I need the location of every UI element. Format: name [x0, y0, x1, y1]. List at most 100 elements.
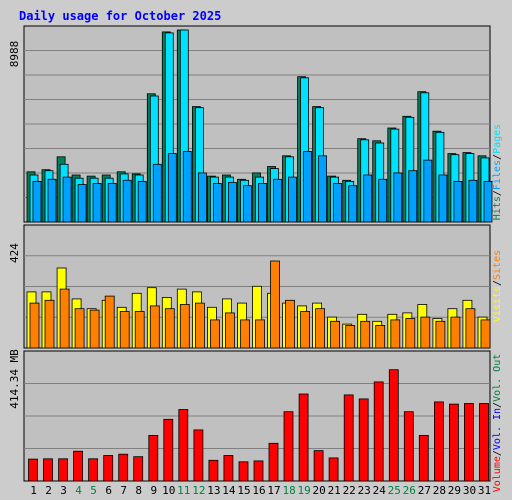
bar-pages [227, 182, 237, 223]
x-tick-label: 3 [60, 484, 67, 497]
bar-volume [148, 434, 159, 482]
bar-sites [74, 308, 85, 349]
bar-sites [405, 318, 416, 349]
bar-pages [167, 153, 177, 223]
bar-pages [258, 183, 267, 223]
bar-pages [152, 163, 162, 223]
bar-volume [178, 409, 189, 482]
bar-sites [345, 325, 356, 349]
bar-volume [268, 442, 279, 482]
bar-volume [358, 398, 369, 482]
bar-sites [285, 299, 295, 349]
bar-volume [253, 460, 264, 482]
bar-volume [208, 459, 219, 482]
legend-entry: Pages [492, 124, 503, 154]
bar-volume [88, 458, 98, 482]
bar-pages [32, 180, 42, 223]
x-tick-label: 1 [30, 484, 37, 497]
bar-sites [209, 319, 220, 349]
bar-pages [273, 178, 282, 223]
x-axis-day-labels: 1 2 3 4 5 6 7 8 9 10 11 12 13 14 15 16 17 18 19 20 21 22 23 24 2… [30, 484, 491, 497]
bar-pages [47, 178, 57, 223]
x-tick-label: 12 [192, 484, 205, 497]
x-tick-label: 14 [222, 484, 236, 497]
bar-sites [179, 304, 190, 349]
y-max-label: 8988 [8, 41, 21, 68]
chart-title: Daily usage for October 2025 [19, 9, 221, 23]
bar-volume [103, 455, 114, 482]
bar-pages [243, 185, 252, 223]
bar-sites [375, 325, 386, 349]
legend-separator: / [492, 154, 503, 160]
bar-sites [29, 302, 40, 349]
legend-separator: / [492, 450, 503, 456]
bar-volume [479, 403, 489, 482]
legend-separator: / [492, 280, 503, 286]
bar-sites [119, 311, 130, 349]
x-tick-label: 17 [267, 484, 280, 497]
bar-volume [58, 458, 68, 482]
bar-sites [450, 316, 461, 349]
bar-pages [333, 183, 343, 223]
legend-entry: Files [492, 160, 503, 190]
bar-pages [408, 170, 418, 223]
bar-volume [328, 457, 339, 482]
bar-sites [134, 311, 145, 349]
bar-sites [330, 320, 341, 349]
bar-pages [288, 176, 297, 223]
x-tick-label: 8 [135, 484, 142, 497]
x-tick-label: 6 [105, 484, 112, 497]
bar-sites [194, 302, 205, 349]
bar-pages [212, 183, 222, 223]
x-tick-label: 24 [373, 484, 387, 497]
bar-sites [435, 320, 446, 349]
bar-sites [240, 319, 250, 349]
bar-volume [373, 381, 384, 482]
bar-volume [313, 450, 324, 482]
bar-volume [238, 461, 249, 482]
x-tick-label: 7 [120, 484, 127, 497]
bar-volume [133, 456, 144, 482]
x-tick-label: 26 [403, 484, 416, 497]
bar-sites [300, 311, 311, 349]
x-tick-label: 2 [45, 484, 52, 497]
x-tick-label: 18 [282, 484, 295, 497]
y-max-label: 424 [8, 243, 21, 263]
bar-volume [388, 369, 399, 482]
legend-entry: Volume [492, 456, 503, 492]
bar-sites [465, 308, 476, 349]
x-tick-label: 16 [252, 484, 265, 497]
x-tick-label: 29 [448, 484, 461, 497]
bar-volume [193, 429, 204, 482]
y-max-label: 414.34 MB [8, 349, 21, 409]
x-tick-label: 21 [328, 484, 341, 497]
x-tick-label: 31 [478, 484, 491, 497]
legend-entry: Vol. Out [492, 354, 503, 402]
bar-sites [89, 309, 100, 349]
bar-pages [318, 155, 328, 223]
legend: Hits/Files/Pages [492, 124, 503, 220]
x-tick-label: 4 [75, 484, 82, 497]
x-tick-label: 11 [177, 484, 190, 497]
x-tick-label: 19 [297, 484, 310, 497]
bar-sites [104, 295, 115, 349]
x-tick-label: 22 [343, 484, 356, 497]
bar-volume [448, 403, 459, 482]
bar-volume [118, 453, 129, 482]
legend-separator: / [492, 402, 503, 408]
bar-pages [348, 185, 358, 223]
bar-pages [393, 172, 403, 223]
legend-entry: Visits [492, 286, 503, 322]
bar-sites [255, 319, 265, 349]
bar-sites [270, 260, 280, 349]
bar-pages [92, 183, 102, 223]
bar-pages [77, 184, 87, 223]
legend-entry: Sites [492, 250, 503, 280]
legend-separator: / [492, 190, 503, 196]
x-tick-label: 30 [463, 484, 476, 497]
bar-pages [122, 179, 132, 223]
bar-pages [107, 183, 117, 223]
